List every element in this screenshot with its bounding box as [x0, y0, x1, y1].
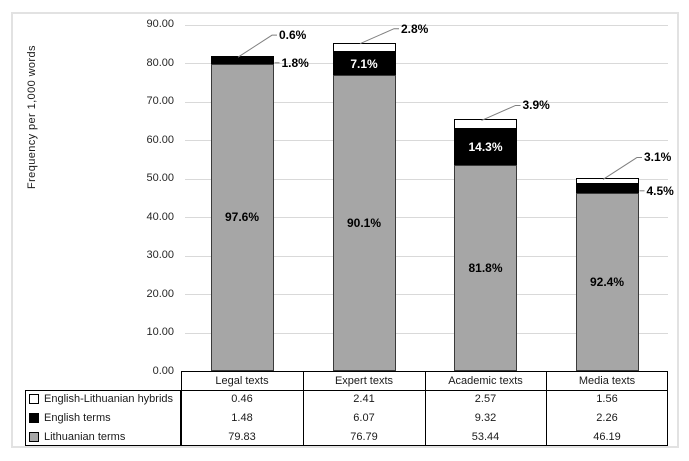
- y-tick-50: 50.00: [146, 172, 174, 184]
- gridline-40: [185, 217, 668, 218]
- bar-segment-english-terms: [454, 129, 517, 166]
- table-cell: 2.26: [596, 411, 618, 424]
- legend-label: Lithuanian terms: [44, 430, 126, 443]
- gridline-50: [185, 178, 668, 180]
- table-cell: 1.48: [231, 411, 253, 424]
- pct-callout-hybrids: 3.9%: [522, 98, 550, 113]
- bar-segment-english-lithuanian-hybrids: [210, 56, 274, 59]
- y-tick-30: 30.00: [146, 249, 174, 261]
- table-column-separator: [546, 371, 547, 446]
- gridline-60: [185, 140, 668, 141]
- table-cell: 1.56: [596, 393, 618, 406]
- y-tick-90: 90.00: [146, 18, 174, 30]
- y-tick-10: 10.00: [146, 326, 174, 338]
- pct-label-lithuanian: 92.4%: [589, 275, 625, 290]
- table-cell: 6.07: [353, 411, 375, 424]
- y-tick-0: 0.00: [152, 364, 174, 377]
- pct-label-english: 7.1%: [350, 56, 378, 71]
- bar-segment-english-lithuanian-hybrids: [332, 42, 396, 52]
- bar-segment-english-terms: [332, 51, 396, 76]
- legend-item: Lithuanian terms: [29, 427, 179, 446]
- table-cell: 0.46: [231, 393, 253, 406]
- y-tick-80: 80.00: [146, 56, 174, 69]
- pct-callout-english: 1.8%: [281, 55, 309, 70]
- table-cell: 2.41: [353, 393, 375, 406]
- pct-callout-hybrids: 0.6%: [279, 28, 307, 43]
- legend-swatch-english-terms: [29, 412, 39, 423]
- bar-segment-lithuanian-terms: [332, 75, 396, 371]
- gridline-90: [185, 24, 668, 26]
- pct-label-lithuanian: 90.1%: [346, 216, 382, 231]
- table-cell: 76.79: [350, 430, 378, 443]
- table-header-cell: Legal texts: [215, 375, 269, 387]
- table-cell: 79.83: [228, 430, 256, 443]
- bar-segment-lithuanian-terms: [575, 193, 639, 371]
- table-column-separator: [425, 371, 426, 446]
- table-outline: [181, 371, 668, 446]
- table-cell: 53.44: [471, 430, 500, 443]
- bar-segment-english-lithuanian-hybrids: [454, 119, 517, 130]
- legend-item: English terms: [29, 409, 179, 428]
- pct-label-lithuanian: 81.8%: [468, 261, 503, 276]
- bar-segment-english-terms: [575, 184, 639, 194]
- pct-label-english: 14.3%: [468, 140, 503, 155]
- table-header-cell: Academic texts: [448, 375, 523, 387]
- gridline-30: [185, 255, 668, 257]
- table-header-cell: Expert texts: [334, 375, 394, 387]
- table-column-separator: [303, 371, 304, 446]
- gridline-80: [185, 63, 668, 64]
- gridline-20: [185, 294, 668, 295]
- y-tick-20: 20.00: [146, 287, 174, 300]
- bar-segment-lithuanian-terms: [454, 165, 517, 371]
- legend-item: English-Lithuanian hybrids: [29, 390, 179, 409]
- gridline-10: [185, 332, 668, 334]
- legend-label: English-Lithuanian hybrids: [44, 393, 174, 406]
- pct-callout-english: 4.5%: [646, 183, 674, 198]
- y-tick-60: 60.00: [146, 133, 174, 146]
- gridline-70: [185, 101, 668, 103]
- pct-callout-hybrids: 3.1%: [644, 150, 672, 165]
- legend-box: [25, 390, 181, 446]
- table-header-cell: Media texts: [578, 375, 636, 387]
- bar-segment-english-lithuanian-hybrids: [575, 178, 639, 185]
- table-header-separator: [181, 390, 668, 391]
- table-cell: 46.19: [593, 430, 621, 443]
- table-cell: 2.57: [474, 393, 497, 406]
- bar-segment-lithuanian-terms: [210, 63, 274, 371]
- legend-label: English terms: [44, 411, 111, 424]
- pct-label-lithuanian: 97.6%: [224, 210, 260, 225]
- table-cell: 9.32: [474, 411, 497, 424]
- legend-swatch-english-lithuanian-hybrids: [29, 394, 39, 405]
- legend-swatch-lithuanian-terms: [29, 431, 39, 442]
- pct-callout-hybrids: 2.8%: [401, 21, 429, 36]
- y-tick-40: 40.00: [146, 210, 174, 223]
- bar-segment-english-terms: [210, 57, 274, 64]
- y-tick-70: 70.00: [146, 95, 174, 107]
